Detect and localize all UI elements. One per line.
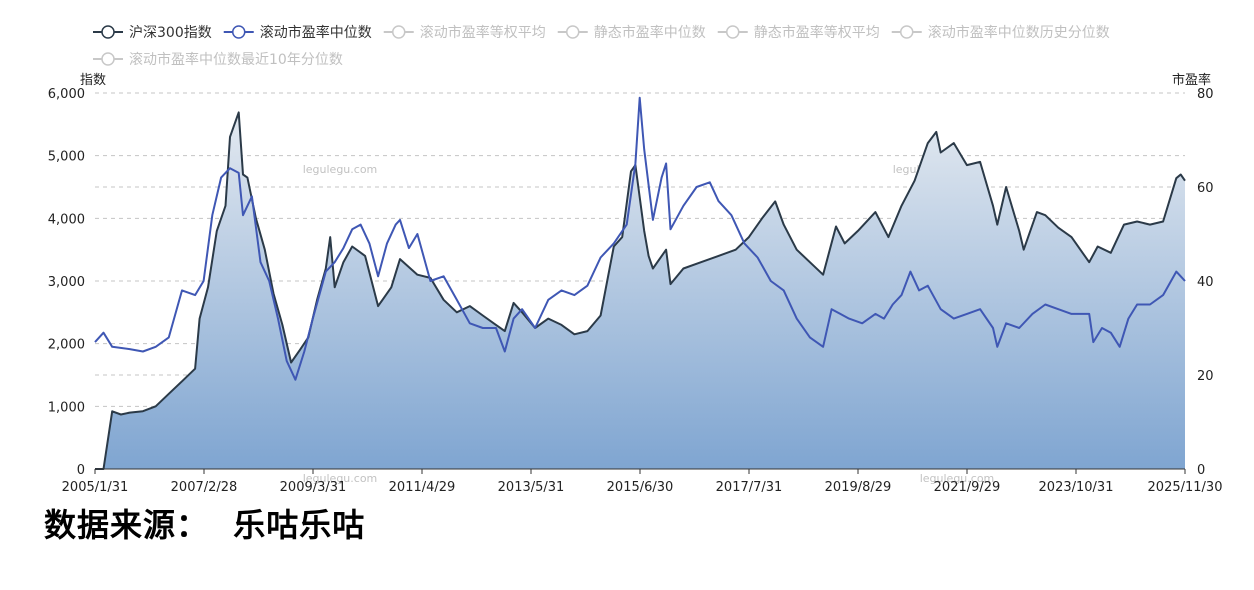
legend-label: 静态市盈率等权平均 — [754, 24, 880, 41]
x-tick-label: 2015/6/30 — [607, 480, 674, 495]
y-right-tick-label: 60 — [1197, 181, 1214, 196]
y-left-axis-title: 指数 — [80, 73, 106, 88]
x-tick-label: 2013/5/31 — [498, 480, 565, 495]
y-left-tick-label: 6,000 — [48, 87, 85, 102]
legend-label: 静态市盈率中位数 — [594, 24, 706, 41]
legend-marker-icon — [391, 25, 406, 39]
legend-marker-icon — [101, 25, 115, 39]
legend-label: 沪深300指数 — [129, 25, 212, 41]
watermark-text: legulegu.com — [303, 472, 378, 485]
y-left-tick-label: 1,000 — [48, 400, 85, 415]
series-area-csi300 — [95, 112, 1185, 470]
y-left-tick-label: 3,000 — [48, 275, 85, 290]
plot-area — [95, 112, 1185, 470]
legend-label: 滚动市盈率中位数历史分位数 — [928, 24, 1110, 41]
x-tick-label: 2021/9/29 — [934, 480, 1001, 495]
y-left-tick-label: 0 — [77, 463, 85, 478]
legend-item[interactable]: 滚动市盈率中位数最近10年分位数 — [93, 51, 343, 68]
legend: 沪深300指数 滚动市盈率中位数 滚动市盈率等权平均 静态市盈率中位数 静态市盈率等权平… — [93, 24, 1110, 68]
y-left-tick-label: 5,000 — [48, 150, 85, 165]
legend-label: 滚动市盈率等权平均 — [420, 24, 546, 41]
x-tick-label: 2017/7/31 — [716, 480, 783, 495]
y-right-axis-title: 市盈率 — [1172, 72, 1211, 88]
legend-label: 滚动市盈率中位数最近10年分位数 — [129, 51, 343, 68]
legend-item[interactable]: 滚动市盈率中位数 — [223, 24, 372, 41]
x-tick-label: 2009/3/31 — [280, 480, 347, 495]
x-tick-label: 2005/1/31 — [62, 480, 129, 495]
legend-marker-icon — [899, 25, 914, 39]
watermark-text: legulegu.com — [303, 163, 378, 176]
series-line-pe-median — [94, 96, 1186, 381]
y-right-tick-label: 40 — [1197, 275, 1214, 290]
legend-marker-icon — [101, 52, 115, 66]
legend-item[interactable]: 沪深300指数 — [93, 25, 212, 41]
legend-label: 滚动市盈率中位数 — [260, 24, 372, 41]
y-right-tick-label: 80 — [1197, 87, 1214, 102]
watermark-text: legulegu.com — [920, 472, 995, 485]
x-tick-label: 2025/11/30 — [1148, 480, 1223, 495]
legend-item[interactable]: 静态市盈率中位数 — [557, 24, 706, 41]
data-source-note: 数据来源： 乐咕乐咕 — [44, 500, 365, 546]
source-name: 乐咕乐咕 — [233, 506, 366, 544]
legend-marker-icon — [231, 25, 246, 39]
x-tick-label: 2019/8/29 — [825, 480, 892, 495]
legend-item[interactable]: 滚动市盈率等权平均 — [383, 24, 546, 41]
x-tick-label: 2007/2/28 — [171, 480, 238, 495]
series-line-csi300 — [95, 111, 1186, 470]
y-left-tick-label: 4,000 — [48, 212, 85, 227]
y-left-tick-label: 2,000 — [48, 338, 85, 353]
legend-item[interactable]: 静态市盈率等权平均 — [717, 24, 880, 41]
y-right-tick-label: 20 — [1197, 369, 1214, 384]
x-tick-label: 2023/10/31 — [1039, 480, 1114, 495]
legend-marker-icon — [565, 25, 580, 39]
x-tick-label: 2011/4/29 — [389, 480, 456, 495]
axes: 2005/1/31 2007/2/28 2009/3/31 2011/4/29 2013… — [48, 72, 1223, 495]
legend-marker-icon — [725, 25, 740, 39]
plot-lines — [94, 96, 1186, 470]
source-label: 数据来源： — [44, 506, 210, 544]
y-right-tick-label: 0 — [1197, 463, 1205, 478]
legend-item[interactable]: 滚动市盈率中位数历史分位数 — [891, 24, 1110, 41]
